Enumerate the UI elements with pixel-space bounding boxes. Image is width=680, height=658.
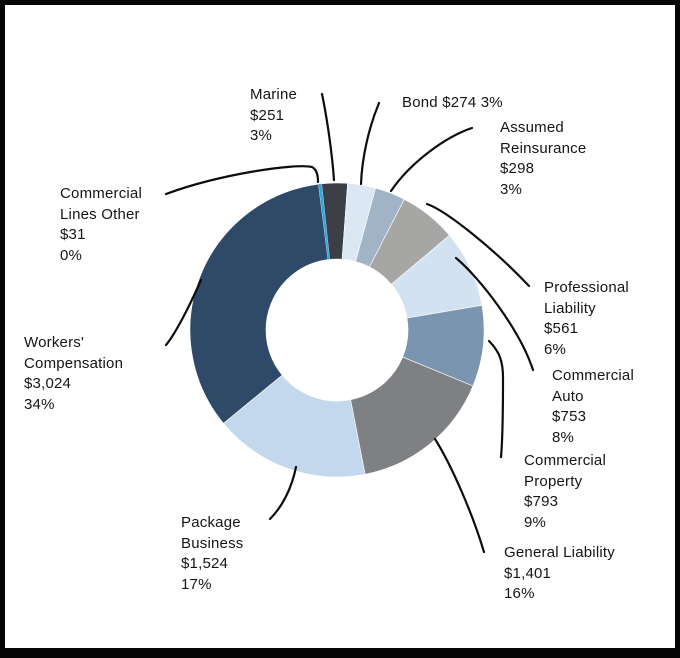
callout-commercial-property-line: 9% [524, 513, 547, 531]
callout-commercial-auto-line: 8% [552, 428, 575, 446]
callout-commercial-property-line: $793 [524, 493, 559, 510]
callout-commercial-auto-line: $753 [552, 408, 587, 425]
callout-package-business: Package Business $1,524 17% [181, 513, 243, 595]
slice-general-liability [350, 356, 474, 475]
slice-package-business [223, 374, 366, 478]
callout-bond: Bond $274 3% [402, 93, 503, 114]
callout-workers-compensation-line: Compensation [24, 354, 124, 372]
leader-package-business [268, 465, 298, 521]
callout-professional-liability-line: Liability [544, 299, 596, 317]
leader-commercial-auto [454, 256, 535, 372]
callout-general-liability: General Liability $1,401 16% [504, 543, 615, 605]
callout-assumed-reinsurance-line: Reinsurance [500, 139, 587, 157]
leader-marine [320, 92, 336, 182]
callout-professional-liability-line: Professional [544, 279, 629, 296]
leader-workers-compensation [164, 278, 203, 347]
leader-general-liability [433, 437, 486, 554]
callout-workers-compensation-line: 34% [24, 395, 55, 413]
callout-commercial-property-line: Property [524, 472, 583, 490]
callout-assumed-reinsurance: Assumed Reinsurance $298 3% [500, 118, 586, 200]
leader-assumed-reinsurance [389, 126, 474, 193]
callout-marine-line: 3% [250, 127, 273, 144]
callout-assumed-reinsurance-line: $298 [500, 160, 535, 177]
callout-professional-liability-line: $561 [544, 320, 579, 337]
callout-marine: Marine $251 3% [250, 85, 297, 147]
slice-commercial-lines-other [318, 183, 330, 260]
callout-workers-compensation-line: Workers' [24, 334, 85, 351]
callout-commercial-lines-other-line: Lines Other [60, 205, 140, 223]
callout-marine-line: Marine [250, 86, 298, 103]
callout-professional-liability: Professional Liability $561 6% [544, 278, 629, 360]
donut-slices [189, 182, 485, 478]
leader-commercial-property [487, 339, 505, 459]
callout-commercial-auto: Commercial Auto $753 8% [552, 366, 634, 448]
callout-general-liability-line: General Liability [504, 544, 615, 561]
callout-commercial-lines-other: Commercial Lines Other $31 0% [60, 184, 142, 266]
callout-workers-compensation: Workers' Compensation $3,024 34% [24, 333, 123, 415]
callout-professional-liability-line: 6% [544, 340, 567, 358]
callout-package-business-line: Business [181, 534, 244, 552]
callout-marine-line: $251 [250, 106, 285, 124]
callout-commercial-auto-line: Auto [552, 387, 584, 405]
callout-commercial-lines-other-line: Commercial [60, 185, 143, 202]
callout-bond-line: Bond $274 3% [402, 94, 503, 111]
callout-package-business-line: $1,524 [181, 555, 229, 572]
callout-commercial-lines-other-line: $31 [60, 226, 86, 243]
leader-professional-liability [425, 202, 531, 288]
callout-assumed-reinsurance-line: 3% [500, 180, 523, 198]
callout-assumed-reinsurance-line: Assumed [500, 119, 564, 136]
leader-bond [359, 101, 381, 186]
callout-general-liability-line: $1,401 [504, 564, 552, 582]
callout-general-liability-line: 16% [504, 585, 535, 602]
callout-workers-compensation-line: $3,024 [24, 375, 72, 392]
callout-package-business-line: 17% [181, 575, 212, 593]
callout-commercial-auto-line: Commercial [552, 367, 635, 384]
slice-workers-compensation [189, 183, 329, 424]
callout-commercial-property-line: Commercial [524, 452, 607, 469]
leader-lines [164, 92, 535, 554]
callout-commercial-property: Commercial Property $793 9% [524, 451, 606, 533]
callout-package-business-line: Package [181, 514, 241, 531]
leader-commercial-lines-other [164, 165, 320, 196]
callout-commercial-lines-other-line: 0% [60, 246, 83, 264]
